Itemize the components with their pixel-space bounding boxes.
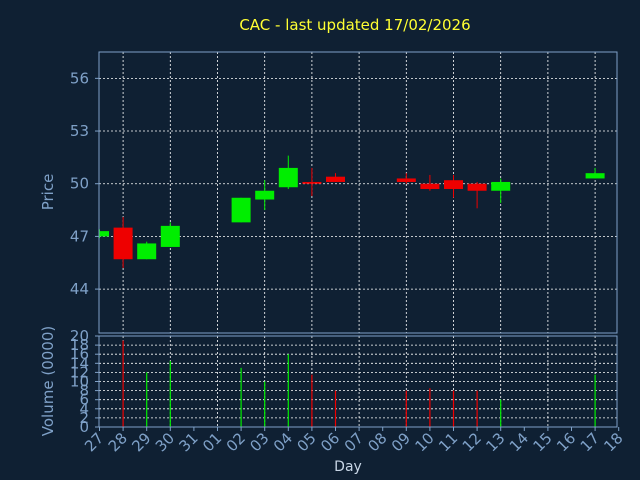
candle-body bbox=[255, 191, 274, 200]
volume-axis-label: Volume (0000) bbox=[39, 326, 57, 436]
x-tick-label: 03 bbox=[246, 429, 272, 455]
price-tick-label: 44 bbox=[70, 280, 89, 298]
x-tick-label: 31 bbox=[175, 429, 201, 455]
candle-body bbox=[586, 173, 605, 178]
candle-body bbox=[491, 182, 510, 191]
candle-body bbox=[420, 184, 439, 189]
x-tick-label: 01 bbox=[199, 429, 225, 455]
candle-body bbox=[99, 231, 109, 236]
x-tick-label: 12 bbox=[459, 429, 485, 455]
price-tick-label: 53 bbox=[70, 122, 89, 140]
candle-body bbox=[444, 180, 463, 189]
x-tick-label: 07 bbox=[341, 429, 367, 455]
x-tick-label: 09 bbox=[388, 429, 414, 455]
candle-body bbox=[326, 177, 345, 182]
price-panel-frame bbox=[99, 52, 617, 333]
candle-body bbox=[114, 228, 133, 260]
x-tick-label: 18 bbox=[600, 429, 626, 455]
x-axis-label: Day bbox=[334, 459, 362, 475]
candle-body bbox=[232, 198, 251, 223]
price-axis-label: Price bbox=[39, 174, 57, 211]
x-tick-label: 16 bbox=[553, 429, 579, 455]
chart-title: CAC - last updated 17/02/2026 bbox=[239, 16, 470, 34]
x-tick-label: 10 bbox=[411, 429, 437, 455]
price-tick-label: 56 bbox=[70, 69, 89, 87]
candle-body bbox=[161, 226, 180, 247]
candle-body bbox=[302, 182, 321, 184]
volume-tick-label: 20 bbox=[70, 327, 89, 345]
candle-body bbox=[137, 243, 156, 259]
x-tick-label: 11 bbox=[435, 429, 461, 455]
x-tick-label: 02 bbox=[223, 429, 249, 455]
x-tick-label: 14 bbox=[506, 429, 532, 455]
x-tick-label: 15 bbox=[529, 429, 555, 455]
x-tick-label: 06 bbox=[317, 429, 343, 455]
candle-body bbox=[468, 184, 487, 191]
x-tick-label: 30 bbox=[152, 429, 178, 455]
x-tick-label: 04 bbox=[270, 429, 296, 455]
x-tick-label: 17 bbox=[577, 429, 603, 455]
x-tick-label: 05 bbox=[293, 429, 319, 455]
price-tick-label: 50 bbox=[70, 175, 89, 193]
x-tick-label: 28 bbox=[105, 429, 131, 455]
x-tick-label: 08 bbox=[364, 429, 390, 455]
price-tick-label: 47 bbox=[70, 227, 89, 245]
candle-body bbox=[397, 178, 416, 182]
candle-body bbox=[279, 168, 298, 187]
x-tick-label: 29 bbox=[128, 429, 154, 455]
x-tick-label: 13 bbox=[482, 429, 508, 455]
